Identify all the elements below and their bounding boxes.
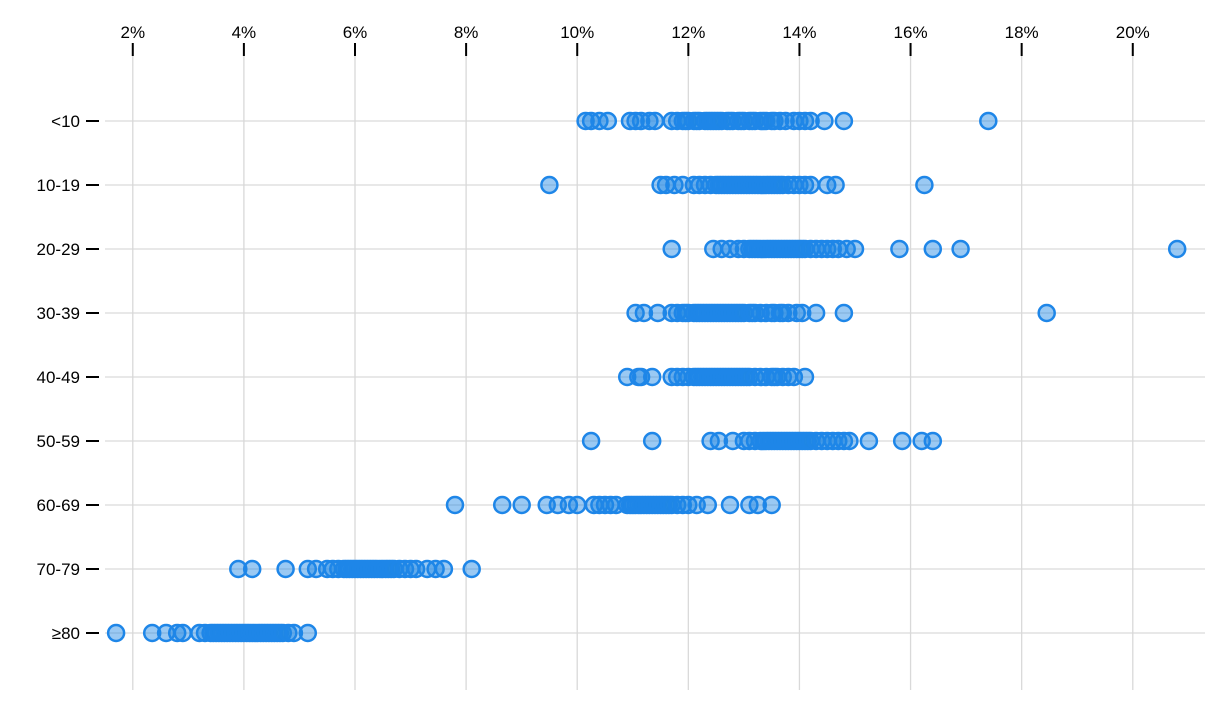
data-point [634,303,654,323]
data-point [462,559,481,579]
data-point [626,111,645,131]
x-tick-label: 20% [1116,23,1150,42]
data-point [106,623,126,643]
grid-lines [105,52,1205,690]
data-point [673,495,693,515]
data-point [709,431,729,451]
data-point [795,111,815,131]
x-tick-label: 16% [894,23,928,42]
data-point [242,559,262,579]
data-point [806,303,826,323]
data-point [581,431,601,451]
data-point [229,559,248,579]
data-point [645,111,665,131]
data-point [923,431,943,451]
data-point [859,431,879,451]
data-point [512,495,531,515]
x-tick-label: 8% [454,23,479,42]
data-point [648,303,668,323]
data-point [540,175,559,195]
axes: 2% 4% 6% 8% 10% 12% 14% 16% 18% 20% <10 10-19 20-29 3… [37,23,1150,643]
data-point [979,111,998,131]
data-point [923,239,943,259]
data-point [142,623,162,643]
y-tick-label: 20-29 [37,240,80,259]
y-tick-label: 60-69 [37,496,80,515]
x-tick-label: 6% [343,23,368,42]
data-point [642,367,662,387]
data-point [284,623,304,643]
data-point [642,431,662,451]
data-point [762,495,781,515]
data-point [770,111,790,131]
data-point [434,559,454,579]
data-point [801,111,820,131]
data-point [720,495,740,515]
data-point [795,175,815,195]
data-point [651,175,670,195]
data-point [801,175,820,195]
data-point [298,623,318,643]
data-point [826,175,845,195]
x-tick-label: 12% [671,23,705,42]
data-point [915,175,934,195]
data-point [792,303,812,323]
data-point [834,303,854,323]
data-point [951,239,970,259]
data-point [173,623,193,643]
y-tick-label: ≥80 [52,624,80,643]
data-point [598,111,618,131]
data-point [279,623,298,643]
data-point [890,239,909,259]
data-point [492,495,512,515]
data-point [795,367,815,387]
x-tick-label: 2% [120,23,145,42]
data-point [576,111,595,131]
y-tick-label: 40-49 [37,368,80,387]
y-tick-label: <10 [51,112,80,131]
x-tick-label: 18% [1005,23,1039,42]
data-point [445,495,465,515]
data-point [834,111,854,131]
y-tick-label: 30-39 [37,304,80,323]
data-point [834,431,854,451]
data-point [815,111,834,131]
data-point [640,111,659,131]
data-point [276,559,295,579]
x-tick-label: 10% [560,23,594,42]
data-point [567,495,587,515]
data-point [748,495,768,515]
x-tick-label: 4% [232,23,257,42]
data-points [106,111,1187,643]
data-point [787,303,806,323]
data-point [167,623,187,643]
data-point [823,239,843,259]
data-point [1167,239,1187,259]
data-point [1037,303,1056,323]
y-tick-label: 70-79 [37,560,80,579]
data-point [773,303,793,323]
data-point [845,239,865,259]
data-point [892,431,912,451]
data-point [840,431,859,451]
x-tick-label: 14% [782,23,816,42]
y-tick-label: 50-59 [37,432,80,451]
data-point [662,239,681,259]
data-point [698,495,718,515]
y-tick-label: 10-19 [37,176,80,195]
